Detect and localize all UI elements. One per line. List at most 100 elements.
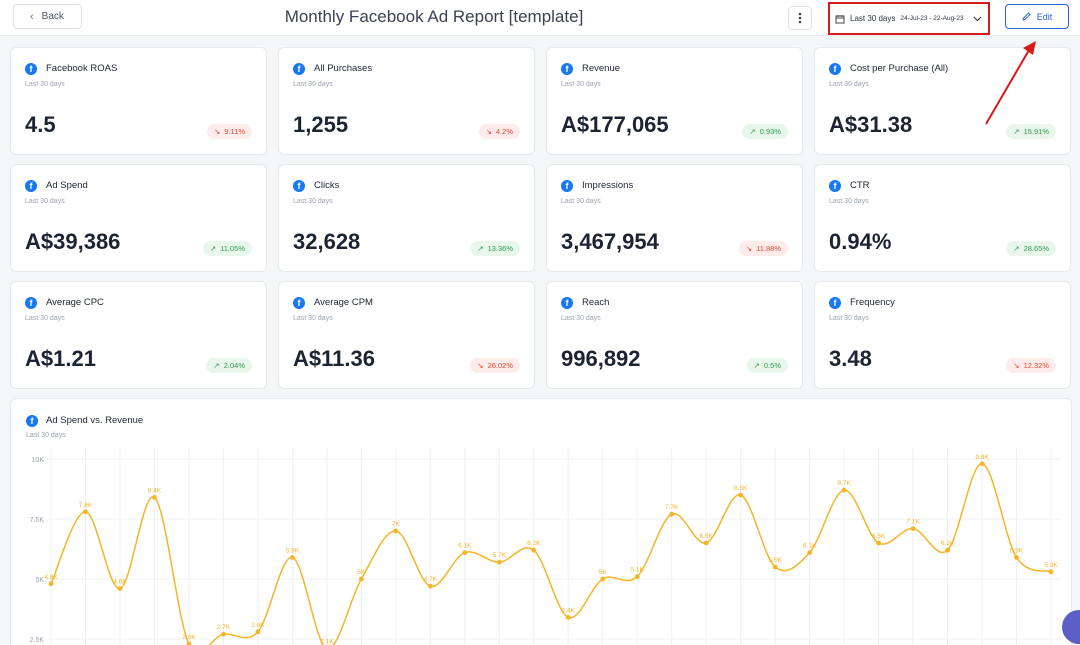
data-point [634, 574, 640, 579]
data-point [221, 631, 226, 637]
metric-card[interactable]: f Average CPM Last 30 days A$11.36 ↘ 26.02% [278, 281, 535, 389]
data-label: 6.1K [458, 543, 472, 550]
facebook-icon: f [25, 180, 37, 192]
more-options-button[interactable] [788, 6, 812, 30]
date-range-value: 24-Jul-23 - 22-Aug-23 [900, 15, 964, 22]
metric-value: 3.48 [829, 346, 872, 371]
data-point [979, 461, 985, 467]
data-label: 3.4K [562, 607, 576, 614]
change-badge: ↘ 26.02% [470, 358, 520, 373]
data-label: 5.7K [493, 552, 507, 559]
trend-up-icon: ↗ [749, 127, 756, 136]
metric-card[interactable]: f Average CPC Last 30 days A$1.21 ↗ 2.04% [10, 281, 267, 389]
change-value: 4.2% [495, 127, 513, 136]
data-label: 2.1K [320, 639, 334, 645]
metric-name: Ad Spend [46, 180, 88, 191]
data-label: 9.8K [975, 454, 989, 461]
change-badge: ↘ 9.11% [206, 124, 252, 139]
metric-card[interactable]: f Facebook ROAS Last 30 days 4.5 ↘ 9.11% [10, 47, 267, 155]
chat-widget-button[interactable] [1062, 610, 1080, 644]
metric-name: Revenue [582, 63, 621, 74]
metric-card[interactable]: f Ad Spend Last 30 days A$39,386 ↗ 11.05% [10, 164, 267, 272]
data-label: 5K [357, 569, 366, 576]
data-label: 7K [392, 521, 401, 528]
metric-period: Last 30 days [561, 81, 601, 88]
metric-period: Last 30 days [293, 81, 333, 88]
change-value: 15.91% [1023, 127, 1049, 136]
date-range-label: Last 30 days [850, 14, 896, 23]
metric-value: A$11.36 [293, 346, 375, 371]
change-value: 0.5% [763, 361, 781, 370]
trend-up-icon: ↗ [1013, 127, 1020, 136]
data-label: 6.1K [803, 543, 817, 550]
metric-card[interactable]: f Impressions Last 30 days 3,467,954 ↘ 11.88% [546, 164, 803, 272]
data-point [910, 526, 916, 531]
data-point [152, 495, 157, 500]
data-point [565, 615, 571, 620]
data-point [48, 581, 54, 587]
data-point [1048, 569, 1054, 575]
metric-value: A$39,386 [25, 229, 121, 254]
top-bar: ‹ Back Monthly Facebook Ad Report [templ… [0, 0, 1080, 36]
data-label: 6.5K [699, 533, 713, 540]
metric-card[interactable]: f Frequency Last 30 days 3.48 ↘ 12.32% [814, 281, 1071, 389]
facebook-icon: f [561, 297, 573, 309]
metric-card[interactable]: f CTR Last 30 days 0.94% ↗ 28.65% [814, 164, 1071, 272]
change-badge: ↗ 2.04% [206, 358, 252, 373]
y-tick-label: 10K [32, 457, 45, 464]
data-label: 5.1K [631, 567, 645, 574]
data-label: 6.5K [872, 533, 886, 540]
metric-name: Frequency [850, 297, 895, 308]
metric-card[interactable]: f Reach Last 30 days 996,892 ↗ 0.5% [546, 281, 803, 389]
change-badge: ↘ 11.88% [738, 241, 788, 256]
data-point [427, 583, 433, 589]
series-line [50, 463, 1052, 645]
data-label: 6.2K [941, 540, 955, 547]
metric-card[interactable]: f All Purchases Last 30 days 1,255 ↘ 4.2% [278, 47, 535, 155]
trend-up-icon: ↗ [477, 244, 484, 253]
back-button[interactable]: ‹ Back [13, 4, 82, 29]
chart-period: Last 30 days [26, 432, 66, 439]
change-value: 11.88% [756, 244, 781, 253]
back-label: Back [41, 11, 64, 22]
data-label: 2.3K [182, 634, 196, 641]
metric-card[interactable]: f Revenue Last 30 days A$177,065 ↗ 0.93% [546, 47, 803, 155]
edit-button[interactable]: Edit [1005, 4, 1069, 29]
metric-card[interactable]: f Clicks Last 30 days 32,628 ↗ 13.36% [278, 164, 535, 272]
change-badge: ↗ 0.5% [746, 358, 788, 373]
change-badge: ↗ 28.65% [1006, 241, 1056, 256]
y-tick-label: 5K [35, 577, 44, 584]
data-label: 7.1K [906, 519, 920, 526]
facebook-icon: f [26, 415, 38, 427]
trend-up-icon: ↗ [753, 361, 760, 370]
metric-period: Last 30 days [25, 315, 65, 322]
metric-card[interactable]: f Cost per Purchase (All) Last 30 days A$31… [814, 47, 1071, 155]
metric-value: 4.5 [25, 112, 56, 137]
metric-value: A$177,065 [561, 112, 669, 137]
data-label: 7.7K [665, 504, 679, 511]
data-label: 8.5K [734, 485, 748, 492]
line-chart: 10K 7.5K 5K 2.5K 4.8K 7.8K 4.6K 8.4K 2.3K 2.7K 2.8… [30, 447, 1061, 645]
date-range-picker[interactable]: Last 30 days 24-Jul-23 - 22-Aug-23 [828, 2, 990, 35]
change-value: 26.02% [487, 361, 513, 370]
data-point [738, 492, 744, 498]
data-label: 5.5K [768, 557, 782, 564]
data-point [669, 511, 675, 517]
facebook-icon: f [829, 297, 841, 309]
metric-value: 996,892 [561, 346, 641, 371]
trend-down-icon: ↘ [477, 361, 484, 370]
change-value: 9.11% [224, 127, 245, 136]
data-point [772, 564, 778, 570]
metric-name: Cost per Purchase (All) [850, 63, 949, 74]
facebook-icon: f [293, 180, 305, 192]
metric-period: Last 30 days [829, 198, 869, 205]
metric-period: Last 30 days [561, 315, 601, 322]
data-point [876, 540, 881, 546]
data-label: 5K [599, 569, 608, 576]
page-title: Monthly Facebook Ad Report [template] [284, 7, 584, 26]
data-point [945, 547, 950, 553]
metric-name: All Purchases [314, 63, 373, 74]
data-label: 5.3K [1044, 562, 1058, 569]
metric-value: 32,628 [293, 229, 361, 254]
data-label: 4.7K [424, 576, 438, 583]
